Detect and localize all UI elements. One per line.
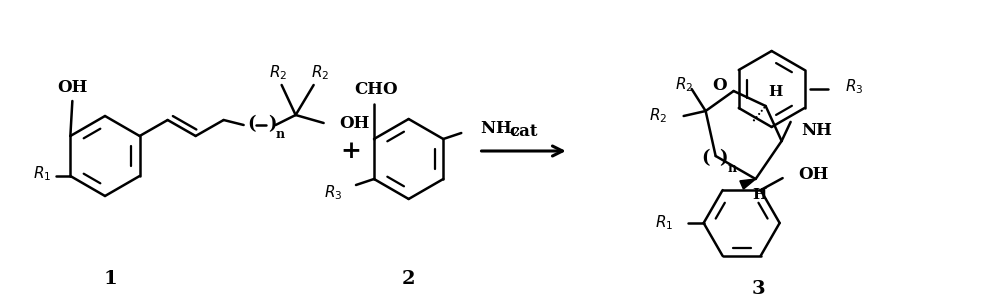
Text: (: ( bbox=[701, 149, 710, 167]
Text: NH: NH bbox=[802, 123, 833, 139]
Text: OH: OH bbox=[799, 166, 829, 183]
Text: 2: 2 bbox=[402, 270, 415, 288]
Text: H: H bbox=[768, 85, 783, 99]
Text: ): ) bbox=[268, 115, 276, 133]
Text: (: ( bbox=[248, 115, 256, 133]
Polygon shape bbox=[740, 179, 756, 189]
Text: n: n bbox=[275, 128, 284, 141]
Text: OH: OH bbox=[57, 79, 88, 97]
Text: $R_1$: $R_1$ bbox=[655, 214, 674, 232]
Text: $R_2$: $R_2$ bbox=[675, 76, 693, 94]
Text: $R_2$: $R_2$ bbox=[311, 64, 329, 82]
Text: CHO: CHO bbox=[354, 82, 398, 98]
Text: $R_2$: $R_2$ bbox=[649, 107, 668, 125]
Text: H: H bbox=[752, 188, 767, 202]
Text: +: + bbox=[340, 139, 361, 163]
Text: 1: 1 bbox=[103, 270, 117, 288]
Text: NH$_2$: NH$_2$ bbox=[480, 119, 520, 138]
Text: n: n bbox=[727, 162, 736, 175]
Text: cat: cat bbox=[509, 123, 538, 139]
Text: $R_3$: $R_3$ bbox=[324, 184, 342, 202]
Text: $R_2$: $R_2$ bbox=[269, 64, 287, 82]
Text: ): ) bbox=[719, 149, 728, 167]
Text: OH: OH bbox=[340, 114, 370, 132]
Text: $R_3$: $R_3$ bbox=[845, 78, 863, 96]
Text: $R_1$: $R_1$ bbox=[33, 165, 52, 183]
Text: 3: 3 bbox=[752, 280, 765, 298]
Text: O: O bbox=[712, 76, 727, 94]
